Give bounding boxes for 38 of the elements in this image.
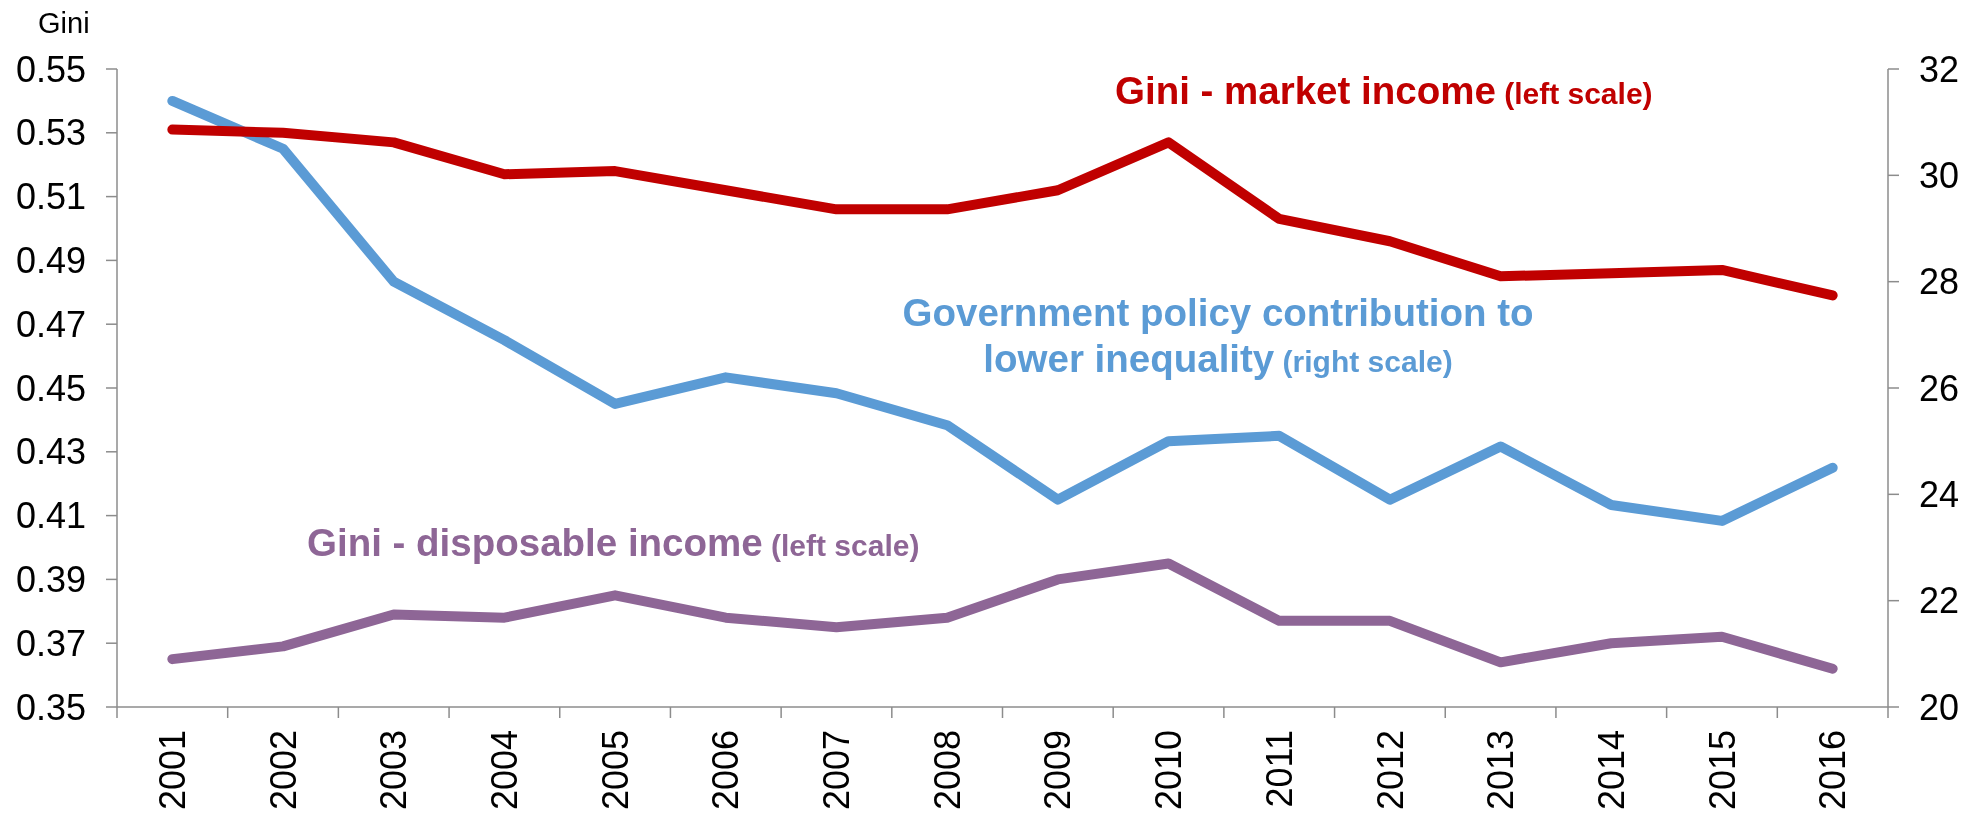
y-tick-label: 0.37 xyxy=(15,622,86,664)
y2-tick-label: 28 xyxy=(1919,261,1960,303)
y-tick-label: 0.41 xyxy=(15,495,86,537)
x-tick-label: 2015 xyxy=(1701,730,1743,811)
x-tick-label: 2005 xyxy=(594,730,636,811)
x-tick-label: 2013 xyxy=(1480,730,1522,811)
series-label: Government policy contribution to lower inequality (right scale) xyxy=(902,291,1534,380)
y-tick-label: 0.51 xyxy=(15,176,86,218)
x-tick-label: 2003 xyxy=(373,730,415,811)
series-label: Gini - disposable income (left scale) xyxy=(307,521,920,564)
y2-tick-label: 20 xyxy=(1919,686,1960,728)
y-tick-label: 0.53 xyxy=(15,112,86,154)
series-label: Gini - market income (left scale) xyxy=(1115,69,1653,112)
x-tick-label: 2002 xyxy=(262,730,304,811)
y2-tick-label: 22 xyxy=(1919,580,1960,622)
x-tick-label: 2001 xyxy=(151,730,193,811)
x-tick-label: 2016 xyxy=(1812,730,1854,811)
x-tick-label: 2014 xyxy=(1590,730,1632,811)
y-tick-label: 0.39 xyxy=(15,559,86,600)
x-tick-label: 2004 xyxy=(484,730,526,811)
x-tick-label: 2009 xyxy=(1037,730,1079,811)
y-tick-label: 0.55 xyxy=(15,48,86,90)
y-tick-label: 0.49 xyxy=(15,240,86,281)
y2-tick-label: 32 xyxy=(1919,48,1960,90)
x-tick-label: 2008 xyxy=(926,730,968,811)
y-tick-label: 0.43 xyxy=(15,431,86,473)
y-tick-label: 0.35 xyxy=(15,686,86,728)
y-axis-title: Gini xyxy=(38,7,90,39)
y2-tick-label: 26 xyxy=(1919,367,1960,409)
y-tick-label: 0.47 xyxy=(15,303,86,345)
y2-tick-label: 24 xyxy=(1919,473,1960,515)
y2-tick-label: 30 xyxy=(1919,154,1960,196)
x-tick-label: 2012 xyxy=(1369,730,1411,811)
x-tick-label: 2006 xyxy=(705,730,747,811)
y-tick-label: 0.45 xyxy=(15,367,86,409)
x-tick-label: 2010 xyxy=(1148,730,1190,811)
x-tick-label: 2007 xyxy=(816,730,858,811)
x-tick-label: 2011 xyxy=(1258,730,1300,808)
